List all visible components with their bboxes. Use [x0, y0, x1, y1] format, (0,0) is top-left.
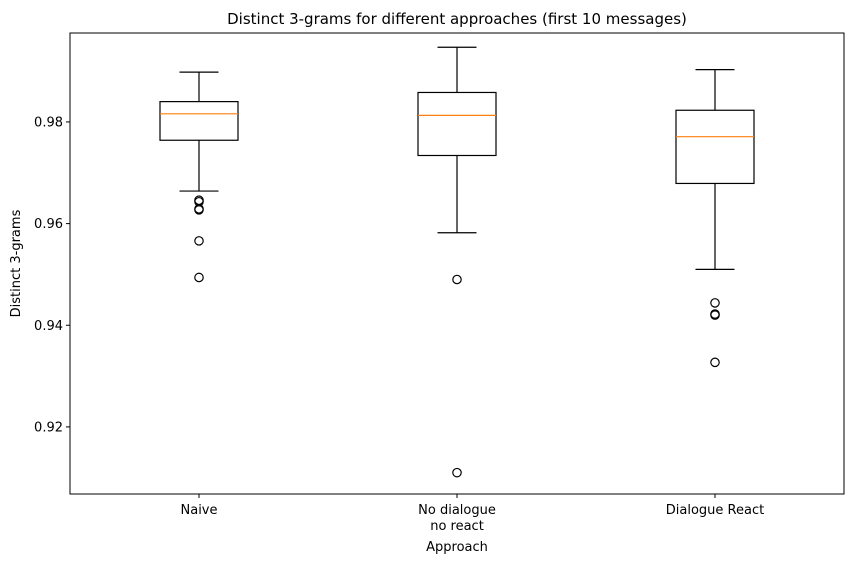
x-tick-label: No dialogue no react	[418, 503, 496, 534]
box-group-3	[675, 68, 755, 368]
y-tick-label: 0.94	[34, 319, 63, 334]
y-tick-label: 0.92	[34, 420, 63, 435]
x-tick-label-line: Dialogue React	[666, 503, 764, 518]
box-iqr	[159, 101, 239, 141]
box-iqr	[417, 91, 497, 157]
y-tick-label: 0.98	[34, 115, 63, 130]
box-iqr	[675, 109, 755, 185]
x-tick-label: Naive	[181, 503, 218, 518]
outlier-point	[194, 205, 204, 215]
outlier-point	[710, 310, 720, 320]
x-tick-label: Dialogue React	[666, 503, 764, 518]
outlier-point	[194, 272, 204, 283]
box-group-2	[417, 46, 497, 478]
y-axis-label: Distinct 3-grams	[9, 209, 24, 317]
x-axis: Naive No dialogue no react Dialogue React	[181, 494, 764, 534]
outlier-point	[194, 236, 204, 246]
plot-marks	[159, 46, 755, 478]
chart-title: Distinct 3-grams for different approache…	[227, 10, 687, 28]
outlier-point	[710, 357, 720, 368]
outlier-point	[452, 274, 462, 285]
x-tick-label-line: no react	[430, 519, 484, 534]
box-group-1	[159, 71, 239, 283]
outlier-point	[452, 467, 462, 478]
y-axis: 0.92 0.94 0.96 0.98	[34, 115, 70, 435]
outlier-point	[710, 298, 720, 308]
x-tick-label-line: Naive	[181, 503, 218, 518]
y-tick-label: 0.96	[34, 217, 63, 232]
x-axis-label: Approach	[426, 540, 488, 555]
x-tick-label-line: No dialogue	[418, 503, 496, 518]
